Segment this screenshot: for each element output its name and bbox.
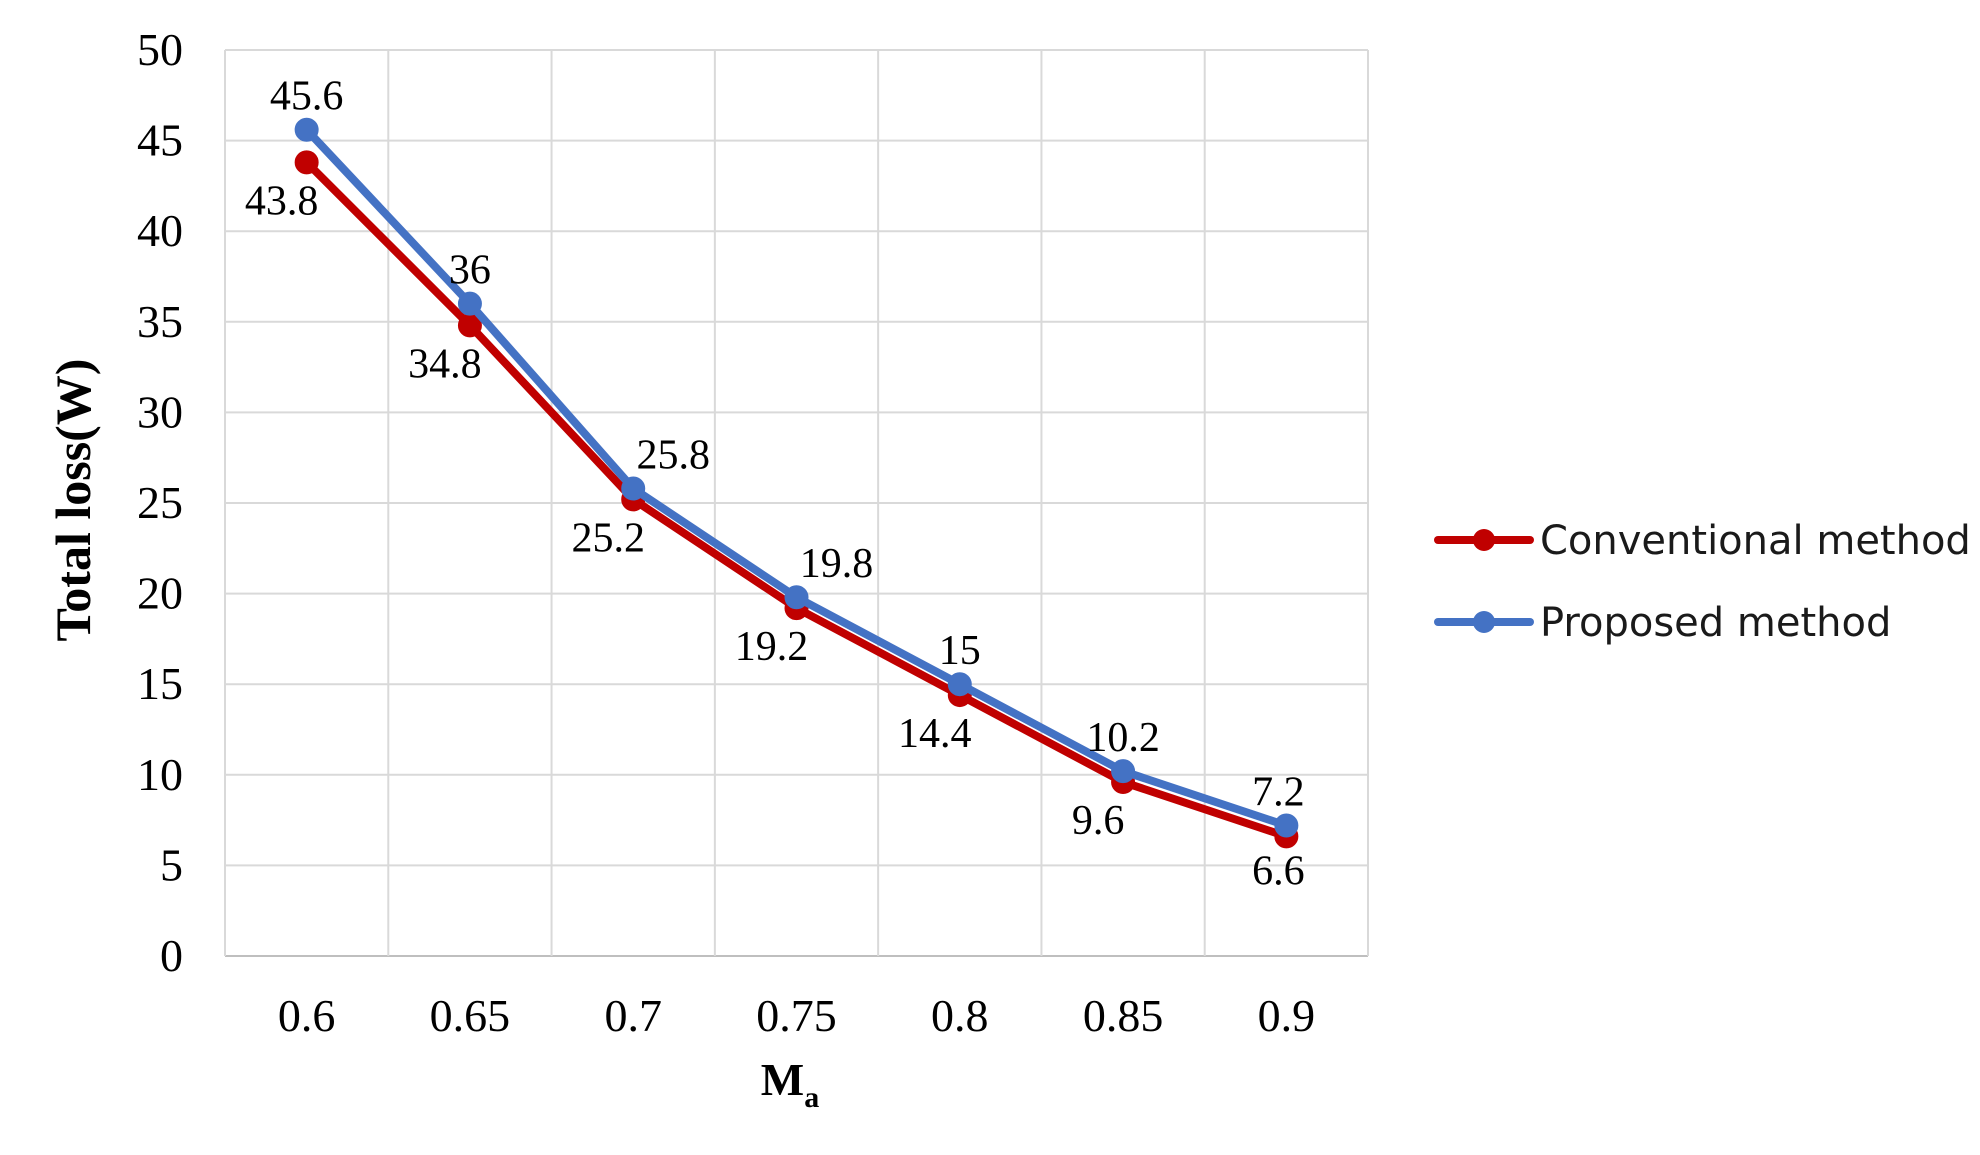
- x-tick-label: 0.75: [756, 990, 837, 1041]
- x-tick-label: 0.6: [278, 990, 336, 1041]
- data-point: [947, 672, 972, 697]
- x-tick-label: 0.9: [1258, 990, 1316, 1041]
- axes: 0 5 10 15 20 25 30 35 40 45 50 0.6 0.65 0.7 0.75 0.8 0.8…: [137, 24, 1315, 1041]
- data-label: 9.6: [1072, 798, 1125, 844]
- y-axis-title: Total loss(W): [45, 359, 101, 642]
- y-tick-label: 40: [137, 205, 183, 256]
- x-tick-label: 0.85: [1083, 990, 1164, 1041]
- data-label: 36: [449, 248, 491, 294]
- x-axis-title-subscript: a: [804, 1081, 819, 1114]
- y-tick-label: 15: [137, 658, 183, 709]
- data-label: 45.6: [270, 74, 344, 120]
- y-tick-label: 45: [137, 115, 183, 166]
- data-label: 15: [939, 628, 981, 674]
- legend: Conventional method Proposed method: [1434, 518, 1971, 646]
- x-tick-label: 0.8: [931, 990, 989, 1041]
- y-tick-label: 50: [137, 24, 183, 75]
- data-label: 43.8: [245, 178, 319, 224]
- data-point: [1274, 813, 1299, 838]
- data-label: 25.8: [636, 433, 710, 479]
- data-point: [294, 150, 319, 175]
- data-label: 7.2: [1252, 770, 1305, 816]
- data-label: 6.6: [1252, 848, 1305, 894]
- y-tick-label: 25: [137, 477, 183, 528]
- data-labels: 43.8 34.8 25.2 19.2 14.4 9.6 6.6 45.6 36 25.8 19.8…: [245, 74, 1305, 895]
- data-point: [294, 117, 319, 142]
- data-point: [621, 476, 646, 501]
- data-label: 19.8: [800, 541, 874, 587]
- data-point: [1111, 759, 1136, 784]
- y-tick-label: 10: [137, 749, 183, 800]
- x-axis-title: Ma: [761, 1054, 819, 1114]
- y-tick-label: 0: [160, 930, 183, 981]
- data-label: 25.2: [571, 515, 645, 561]
- legend-swatch-marker: [1473, 611, 1495, 633]
- data-point: [784, 585, 809, 610]
- legend-label: Conventional method: [1540, 518, 1971, 564]
- gridlines: [224, 49, 1369, 957]
- y-tick-label: 35: [137, 296, 183, 347]
- data-label: 14.4: [898, 711, 972, 757]
- legend-label: Proposed method: [1540, 600, 1891, 646]
- x-tick-label: 0.65: [430, 990, 511, 1041]
- legend-swatch-marker: [1473, 529, 1495, 551]
- series-lines: [294, 117, 1299, 849]
- data-label: 19.2: [735, 624, 809, 670]
- x-tick-label: 0.7: [604, 990, 662, 1041]
- y-tick-label: 5: [160, 839, 183, 890]
- data-point: [457, 291, 482, 316]
- x-axis-title-main: M: [761, 1054, 804, 1105]
- data-label: 10.2: [1086, 715, 1160, 761]
- y-tick-label: 20: [137, 568, 183, 619]
- y-tick-label: 30: [137, 386, 183, 437]
- data-label: 34.8: [408, 341, 482, 387]
